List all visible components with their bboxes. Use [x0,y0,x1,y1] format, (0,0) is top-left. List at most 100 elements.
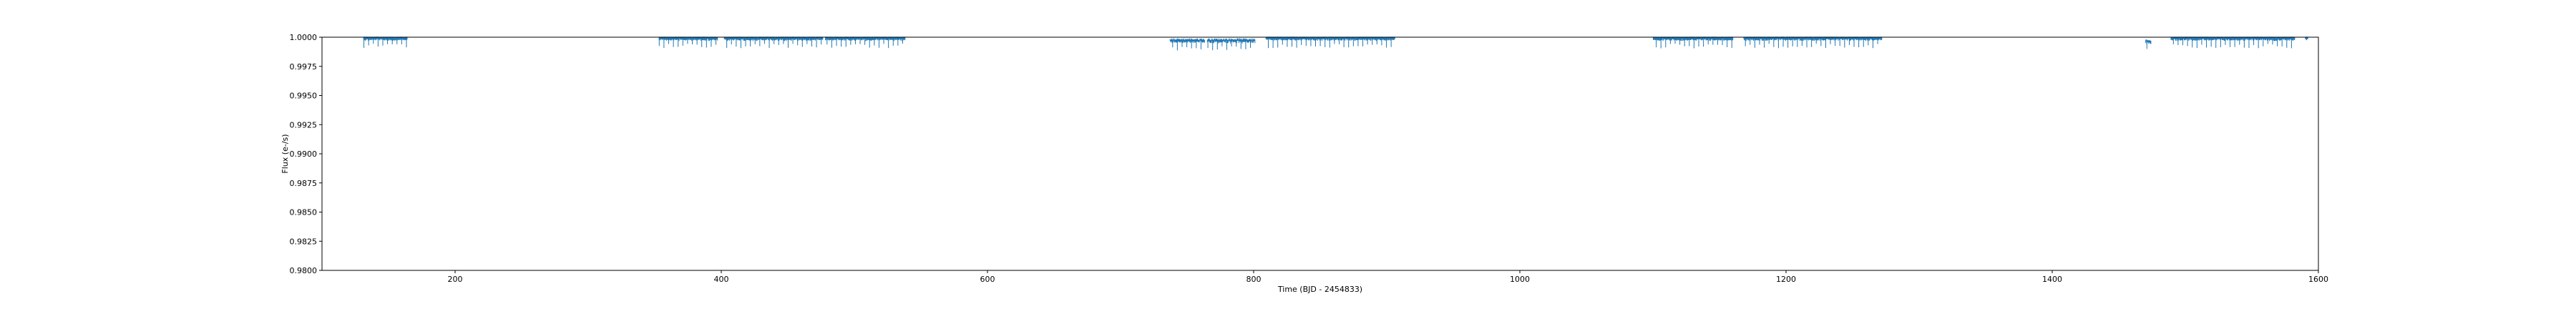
data-point-125 [680,36,681,40]
data-point-260 [756,37,758,41]
data-point-911 [1377,36,1378,39]
data-point-338 [801,36,802,41]
data-point-401 [827,36,829,40]
data-point-313 [786,36,788,40]
data-point-72 [404,37,406,41]
data-point-509 [889,36,890,41]
data-point-43 [388,37,389,41]
data-point-1549 [2251,36,2253,39]
data-point-606 [1199,39,1201,41]
data-point-413 [834,37,835,40]
data-point-90 [660,36,661,40]
data-point-934 [1390,36,1392,40]
data-point-292 [774,36,776,41]
data-point-750 [1284,37,1286,41]
data-point-1164 [1765,37,1766,41]
data-point-229 [738,36,740,41]
data-point-1138 [1750,36,1752,39]
data-point-562 [1174,39,1176,43]
data-point-520 [895,37,897,40]
data-point-780 [1302,36,1303,40]
data-point-846 [1340,36,1341,40]
data-point-171 [706,36,708,39]
data-segment [363,36,408,48]
data-point-727 [1272,36,1273,40]
data-point-810 [1319,37,1320,41]
data-point-1078 [1715,36,1717,41]
data-point-1143 [1753,37,1755,41]
data-point-872 [1355,37,1356,41]
data-point-1512 [2230,37,2231,41]
data-point-1417 [2175,36,2177,39]
data-point-635 [1214,38,1216,41]
data-point-1270 [1825,36,1827,39]
data-point-428 [842,36,844,40]
data-point-1135 [1748,37,1750,41]
y-tick-label: 1.0000 [290,33,318,42]
data-point-149 [694,36,696,39]
data-point-332 [797,37,799,41]
data-segment [825,36,906,49]
data-point-1444 [2191,36,2192,40]
data-point-1292 [1838,36,1840,39]
data-point-1509 [2228,36,2230,39]
data-point-261 [757,37,758,41]
data-point-1425 [2180,37,2182,41]
data-point-299 [779,37,780,41]
y-tick-label: 0.9950 [290,92,318,101]
data-point-1300 [1843,36,1844,40]
data-point-839 [1336,36,1337,40]
data-point-834 [1333,36,1335,40]
data-point-1056 [1702,37,1704,40]
data-point-105 [668,36,670,40]
data-point-688 [1244,39,1246,42]
data-point-914 [1379,36,1380,40]
data-point-629 [1211,39,1212,44]
data-point-353 [809,37,811,41]
data-point-1260 [1820,36,1821,39]
data-point-1538 [2245,36,2246,39]
data-point-1239 [1807,37,1809,41]
data-point-208 [726,37,728,41]
data-point-334 [799,36,800,41]
data-point-570 [1179,39,1180,43]
data-point-246 [748,36,750,41]
data-point-1653 [2306,36,2307,41]
data-point-589 [1189,39,1191,43]
data-point-572 [1180,39,1181,42]
data-point-1562 [2258,36,2260,41]
data-point-1554 [2254,36,2255,39]
data-point-1070 [1710,36,1712,40]
data-point-584 [1186,39,1188,43]
data-point-917 [1380,37,1382,41]
data-point-498 [882,36,884,40]
data-point-460 [861,36,862,41]
data-point-234 [741,36,743,39]
data-point-1086 [1719,37,1721,41]
data-point-1397 [2145,39,2147,44]
data-point-427 [842,36,844,40]
data-point-1030 [1687,37,1689,40]
data-point-1097 [1726,36,1727,40]
data-point-1565 [2260,36,2262,40]
data-point-20 [374,36,376,41]
data-point-1234 [1805,36,1806,40]
data-point-1624 [2294,37,2296,40]
data-point-247 [748,37,750,41]
data-point-1174 [1770,37,1772,41]
data-point-798 [1312,36,1314,40]
data-point-340 [802,37,804,41]
data-point-1257 [1818,36,1820,40]
data-point-725 [1270,36,1272,40]
data-point-1047 [1697,36,1699,40]
data-point-843 [1338,36,1340,41]
data-point-1332 [1861,36,1863,41]
data-point-644 [1219,39,1221,42]
data-point-1133 [1747,37,1749,40]
data-point-402 [828,37,829,40]
data-point-185 [714,36,716,40]
data-point-485 [875,37,877,40]
data-point-530 [901,37,902,41]
data-point-256 [754,37,756,41]
